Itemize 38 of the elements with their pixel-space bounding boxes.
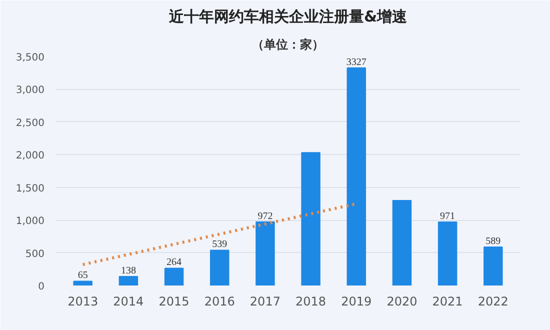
x-tick-label: 2013 bbox=[68, 294, 98, 308]
bar bbox=[392, 200, 412, 286]
bar bbox=[301, 152, 320, 286]
data-label: 589 bbox=[486, 236, 501, 247]
x-tick-label: 2017 bbox=[250, 294, 280, 308]
y-tick-label: 3,500 bbox=[16, 52, 45, 64]
bar bbox=[484, 246, 503, 286]
x-tick-label: 2021 bbox=[432, 294, 463, 308]
data-label: 3327 bbox=[346, 56, 366, 68]
x-tick-label: 2018 bbox=[296, 294, 326, 308]
x-tick-label: 2015 bbox=[158, 294, 190, 308]
bar bbox=[346, 67, 366, 286]
bar bbox=[164, 268, 184, 286]
x-tick-label: 2020 bbox=[386, 294, 418, 308]
y-tick-label: 1,500 bbox=[16, 183, 45, 194]
data-label: 65 bbox=[78, 270, 88, 282]
y-tick-label: 500 bbox=[25, 248, 45, 260]
data-label: 264 bbox=[166, 257, 182, 268]
chart-subtitle: （单位：家） bbox=[252, 38, 324, 52]
bar bbox=[118, 276, 138, 286]
y-tick-label: 2,000 bbox=[16, 150, 45, 162]
y-tick-label: 3,000 bbox=[16, 85, 45, 96]
y-tick-label: 1,000 bbox=[16, 216, 45, 228]
x-tick-label: 2016 bbox=[204, 294, 235, 308]
data-label: 539 bbox=[212, 239, 228, 250]
data-label: 971 bbox=[440, 210, 456, 222]
x-tick-label: 2014 bbox=[113, 294, 144, 308]
data-label: 972 bbox=[258, 210, 273, 222]
bar bbox=[438, 221, 458, 286]
y-tick-label: 0 bbox=[38, 282, 45, 292]
bar bbox=[256, 221, 275, 286]
x-tick-label: 2022 bbox=[478, 294, 508, 308]
x-tick-label: 2019 bbox=[341, 294, 372, 308]
y-tick-label: 2,500 bbox=[16, 118, 45, 129]
chart-title: 近十年网约车相关企业注册量&增速 bbox=[168, 8, 408, 26]
bar bbox=[210, 250, 230, 286]
bar bbox=[73, 280, 92, 286]
data-label: 138 bbox=[120, 265, 136, 276]
